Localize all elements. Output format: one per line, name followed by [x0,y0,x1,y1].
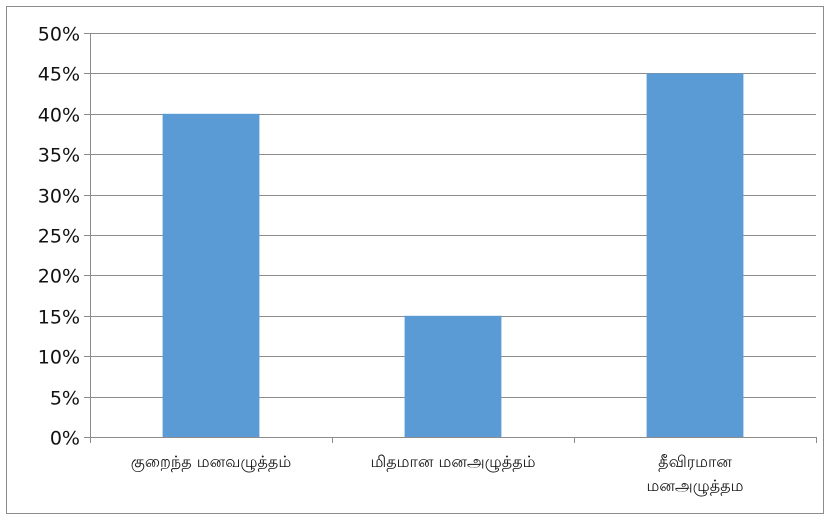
y-tick-label: 40% [38,105,80,127]
y-tick-label: 15% [38,307,80,329]
bar [404,315,502,437]
bar [646,73,744,438]
x-category-label: மனஅழுத்தம [647,476,744,496]
y-tick-label: 35% [38,145,80,167]
y-tick-label: 50% [38,24,80,46]
bar [162,113,260,438]
y-tick-label: 5% [50,388,80,410]
x-category-labels: குறைந்த மனவழுத்தம் மிதமான மனஅழுத்தம் தீவிர… [131,452,744,496]
bars [162,73,744,438]
y-tick-label: 20% [38,266,80,288]
axes [84,33,817,443]
y-tick-label: 10% [38,347,80,369]
y-tick-labels: 0% 5% 10% 15% 20% 25% 30% 35% 40% 45% 50% [38,24,80,450]
bar-chart: 0% 5% 10% 15% 20% 25% 30% 35% 40% 45% 50% குறைந்த … [38,24,817,496]
x-category-label: தீவிரமான [658,452,732,471]
y-tick-label: 25% [38,226,80,248]
x-category-label: குறைந்த மனவழுத்தம் [131,452,291,472]
y-tick-label: 30% [38,186,80,208]
chart-frame: 0% 5% 10% 15% 20% 25% 30% 35% 40% 45% 50% குறைந்த … [6,6,824,514]
y-tick-label: 0% [50,428,80,450]
x-category-label: மிதமான மனஅழுத்தம் [371,452,536,472]
y-tick-label: 45% [38,64,80,86]
